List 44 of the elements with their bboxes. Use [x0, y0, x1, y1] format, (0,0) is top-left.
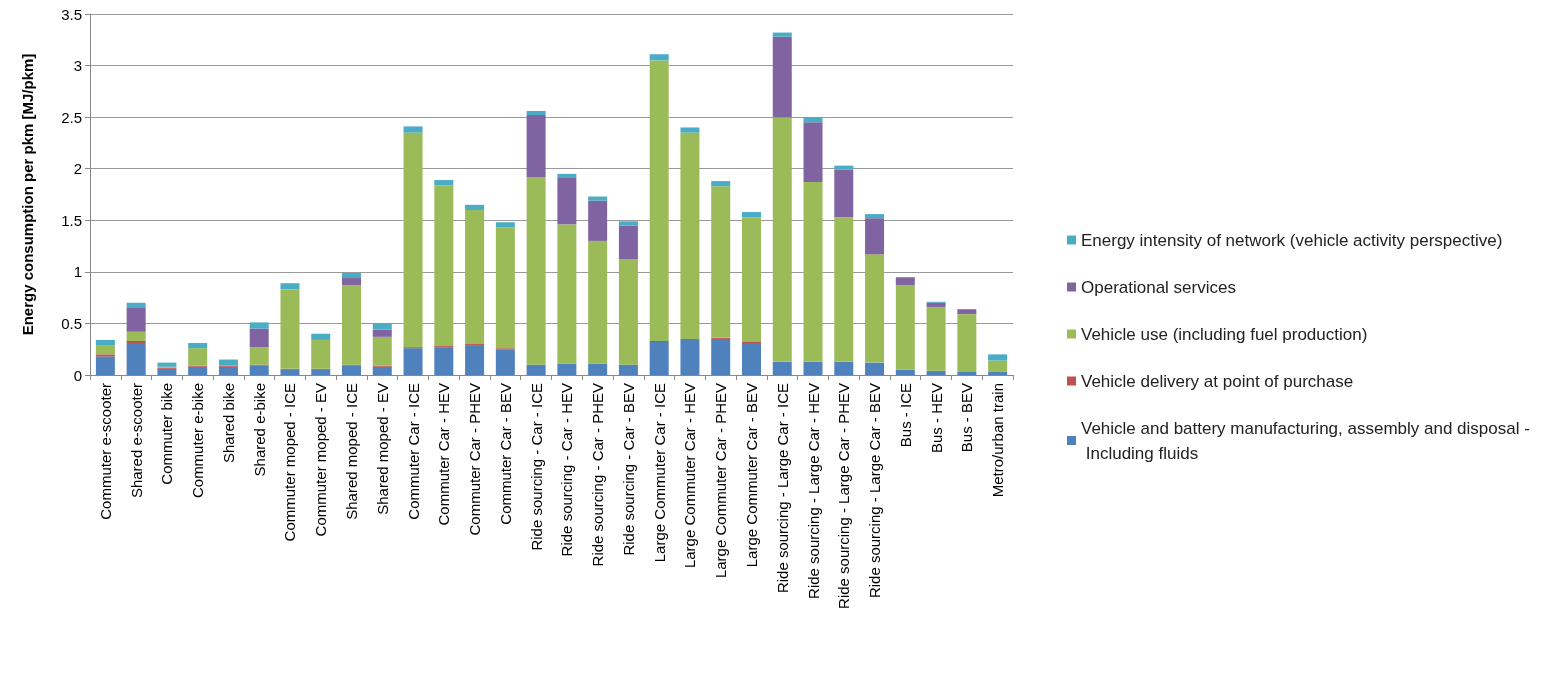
x-tick-label: Commuter Car - HEV: [435, 383, 453, 526]
x-tick-label: Large Commuter Car - BEV: [742, 383, 760, 568]
x-tick-label: Large Commuter Car - ICE: [650, 383, 668, 563]
x-tick-label: Ride sourcing - Large Car - PHEV: [835, 383, 853, 609]
x-tick-label: Bus - HEV: [927, 383, 945, 454]
x-tick-label: Bus - ICE: [896, 383, 914, 448]
legend-label: Energy intensity of network (vehicle activity perspective): [1081, 230, 1503, 250]
y-tick-label: 3: [73, 57, 82, 75]
x-tick-label: Ride sourcing - Large Car - HEV: [804, 383, 822, 599]
x-tick-label: Large Commuter Car - PHEV: [712, 383, 730, 579]
x-tick-label: Metro/urban train: [989, 383, 1007, 498]
x-tick-label: Commuter Car - ICE: [404, 383, 422, 520]
x-tick-label: Bus - BEV: [958, 383, 976, 453]
y-tick-label: 1.5: [61, 211, 82, 229]
x-tick-label: Shared moped - ICE: [343, 383, 361, 520]
legend-label: Vehicle use (including fuel production): [1081, 324, 1368, 344]
x-tick-label: Ride sourcing - Large Car - BEV: [866, 383, 884, 599]
x-tick-label: Commuter moped - ICE: [281, 383, 299, 542]
x-tick-label: Commuter Car - PHEV: [466, 383, 484, 536]
x-tick-label: Ride sourcing - Car - BEV: [619, 383, 637, 556]
x-tick-label: Shared e-scooter: [127, 383, 145, 499]
x-tick-label: Commuter bike: [158, 383, 176, 485]
y-axis-title: Energy consumption per pkm [MJ/pkm]: [19, 53, 36, 336]
x-tick-label: Ride sourcing - Car - PHEV: [589, 383, 607, 567]
y-tick-label: 1: [73, 263, 82, 281]
x-tick-label: Ride sourcing - Large Car - ICE: [773, 383, 791, 594]
y-tick-label: 2: [73, 160, 82, 178]
x-tick-label: Commuter e-scooter: [96, 383, 114, 520]
legend-label: Vehicle and battery manufacturing, assembly and disposal - Including fluids: [1081, 418, 1530, 463]
x-tick-label: Shared bike: [219, 383, 237, 464]
x-tick-label: Shared e-bike: [250, 383, 268, 477]
x-tick-label: Commuter Car - BEV: [496, 383, 514, 525]
x-tick-label: Ride sourcing - Car - ICE: [527, 383, 545, 551]
x-tick-label: Commuter e-bike: [189, 383, 207, 499]
x-tick-label: Shared moped - EV: [373, 383, 391, 515]
y-tick-label: 0.5: [61, 314, 82, 332]
x-tick-label: Commuter moped - EV: [312, 383, 330, 537]
legend-label: Operational services: [1081, 277, 1236, 297]
y-tick-label: 0: [73, 366, 82, 384]
x-tick-label: Large Commuter Car - HEV: [681, 383, 699, 569]
x-tick-label: Ride sourcing - Car - HEV: [558, 383, 576, 557]
legend-label: Vehicle delivery at point of purchase: [1081, 371, 1354, 391]
y-tick-label: 3.5: [61, 5, 82, 23]
y-tick-label: 2.5: [61, 108, 82, 126]
